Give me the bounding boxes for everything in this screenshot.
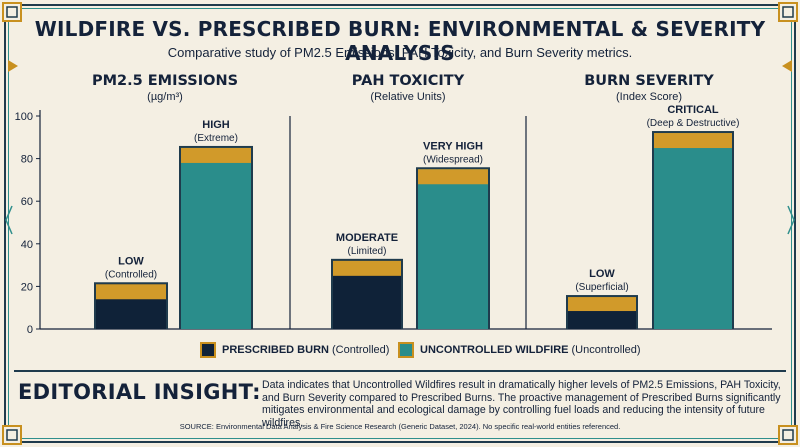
legend: PRESCRIBED BURN (Controlled) UNCONTROLLE… bbox=[0, 342, 800, 364]
chart-title: WILDFIRE VS. PRESCRIBED BURN: ENVIRONMEN… bbox=[34, 17, 766, 65]
corner-ornament-bottom-left bbox=[2, 425, 22, 445]
right-side-bracket bbox=[786, 205, 796, 240]
bar-label-sub: (Deep & Destructive) bbox=[647, 118, 740, 129]
bar-cap bbox=[96, 284, 166, 300]
corner-ornament-top-right bbox=[778, 2, 798, 22]
y-tick-label: 40 bbox=[21, 239, 33, 251]
left-arrow-ornament bbox=[6, 58, 20, 79]
inner-frame bbox=[8, 8, 792, 439]
legend-label-prescribed: PRESCRIBED BURN bbox=[222, 344, 329, 356]
legend-swatch-prescribed bbox=[200, 342, 216, 358]
bar bbox=[418, 169, 488, 329]
bar-cap bbox=[418, 169, 488, 185]
panel-title-severity: BURN SEVERITY bbox=[584, 73, 714, 89]
legend-item-prescribed: PRESCRIBED BURN (Controlled) bbox=[200, 342, 389, 358]
y-tick-label: 60 bbox=[21, 196, 33, 208]
bar-label-main: LOW bbox=[118, 255, 144, 267]
panel-title-pm25: PM2.5 EMISSIONS bbox=[91, 73, 239, 89]
section-divider bbox=[14, 370, 786, 372]
bar-label-sub: (Superficial) bbox=[575, 282, 628, 293]
bar-label-sub: (Limited) bbox=[348, 246, 387, 257]
right-arrow-ornament bbox=[780, 58, 794, 79]
bar-cap bbox=[654, 133, 732, 149]
bar-label-main: MODERATE bbox=[336, 232, 398, 244]
legend-label-wildfire: UNCONTROLLED WILDFIRE bbox=[420, 344, 569, 356]
left-side-bracket bbox=[4, 205, 14, 240]
bar-cap bbox=[181, 147, 251, 163]
bar-label-main: HIGH bbox=[202, 119, 230, 131]
bar-label-main: VERY HIGH bbox=[423, 140, 483, 152]
bar-label-sub: (Controlled) bbox=[105, 269, 157, 280]
bar-label-sub: (Extreme) bbox=[194, 133, 238, 144]
bar-label-main: CRITICAL bbox=[667, 104, 719, 116]
panel-unit-pm25: (µg/m³) bbox=[147, 91, 183, 103]
bar-label-sub: (Widespread) bbox=[423, 154, 483, 165]
bar-cap bbox=[568, 297, 636, 312]
y-tick-label: 100 bbox=[15, 111, 33, 123]
bar-cap bbox=[333, 260, 401, 276]
bar-label-main: LOW bbox=[589, 268, 615, 280]
y-tick-label: 20 bbox=[21, 281, 33, 293]
legend-swatch-wildfire bbox=[398, 342, 414, 358]
outer-frame bbox=[4, 4, 796, 443]
insight-text: Data indicates that Uncontrolled Wildfir… bbox=[262, 379, 781, 429]
legend-item-wildfire: UNCONTROLLED WILDFIRE (Uncontrolled) bbox=[398, 342, 641, 358]
panel-unit-severity: (Index Score) bbox=[615, 91, 683, 103]
chart-subtitle: Comparative study of PM2.5 Emissions, PA… bbox=[167, 45, 633, 60]
y-tick-label: 0 bbox=[27, 324, 33, 336]
legend-sub-wildfire: (Uncontrolled) bbox=[571, 344, 641, 356]
y-tick-label: 80 bbox=[21, 154, 33, 166]
panel-unit-pah: (Relative Units) bbox=[370, 91, 446, 103]
bar bbox=[181, 147, 251, 329]
panel-title-pah: PAH TOXICITY bbox=[351, 73, 465, 89]
insight-heading: EDITORIAL INSIGHT: bbox=[18, 380, 261, 404]
source-note: SOURCE: Environmental Data Analysis & Fi… bbox=[179, 422, 621, 431]
bar bbox=[654, 133, 732, 329]
legend-sub-prescribed: (Controlled) bbox=[331, 344, 390, 356]
corner-ornament-bottom-right bbox=[778, 425, 798, 445]
corner-ornament-top-left bbox=[2, 2, 22, 22]
